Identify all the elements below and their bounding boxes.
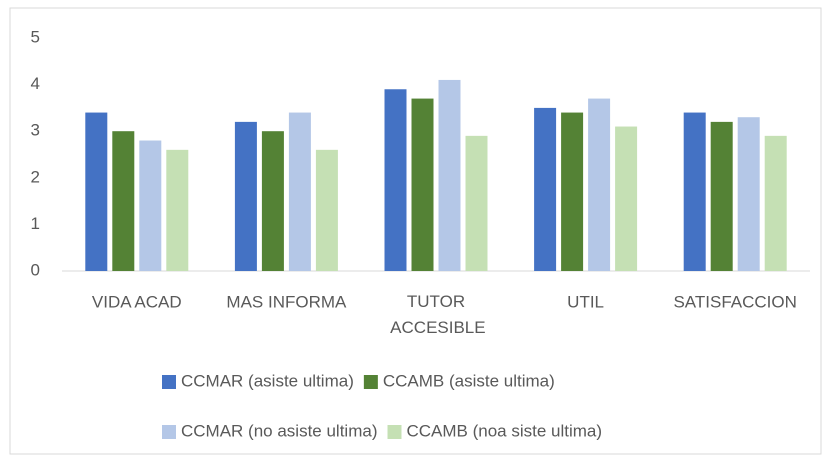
bar xyxy=(534,107,557,272)
bar xyxy=(737,117,760,271)
bar xyxy=(561,112,584,271)
bar xyxy=(315,149,338,271)
y-tick-label: 1 xyxy=(31,214,40,233)
legend-swatch xyxy=(363,375,378,389)
legend-swatch xyxy=(387,425,402,439)
y-tick-label: 0 xyxy=(31,260,40,279)
x-tick-label: MAS INFORMA xyxy=(226,292,347,311)
bar xyxy=(710,121,733,271)
x-tick-label: SATISFACCION xyxy=(673,292,796,311)
bar xyxy=(411,98,434,271)
bar xyxy=(112,131,135,271)
bar xyxy=(288,112,311,271)
y-tick-label: 4 xyxy=(31,74,40,93)
bar xyxy=(588,98,611,271)
bar xyxy=(438,79,461,271)
y-tick-label: 2 xyxy=(31,167,40,186)
x-tick-label: UTIL xyxy=(567,292,604,311)
x-tick-label: TUTOR ACCESIBLE xyxy=(386,292,485,337)
y-tick-label: 5 xyxy=(31,27,40,46)
legend-label: CCAMB (asiste ultima) xyxy=(383,371,555,390)
legend-label: CCMAR (asiste ultima) xyxy=(181,371,354,390)
y-tick-label: 3 xyxy=(31,121,40,140)
bar xyxy=(465,135,488,271)
bar xyxy=(234,121,257,271)
x-tick-label: VIDA ACAD xyxy=(92,292,182,311)
legend-swatch xyxy=(162,375,176,389)
bar xyxy=(166,149,189,271)
bar xyxy=(85,112,108,271)
legend-swatch xyxy=(162,425,176,439)
bar xyxy=(683,112,706,271)
legend-label: CCAMB (noa siste ultima) xyxy=(407,421,603,440)
bar xyxy=(139,140,162,271)
legend-label: CCMAR (no asiste ultima) xyxy=(181,421,378,440)
bar xyxy=(261,131,284,271)
bar xyxy=(615,126,638,271)
bar xyxy=(384,89,407,271)
bar xyxy=(764,135,787,271)
